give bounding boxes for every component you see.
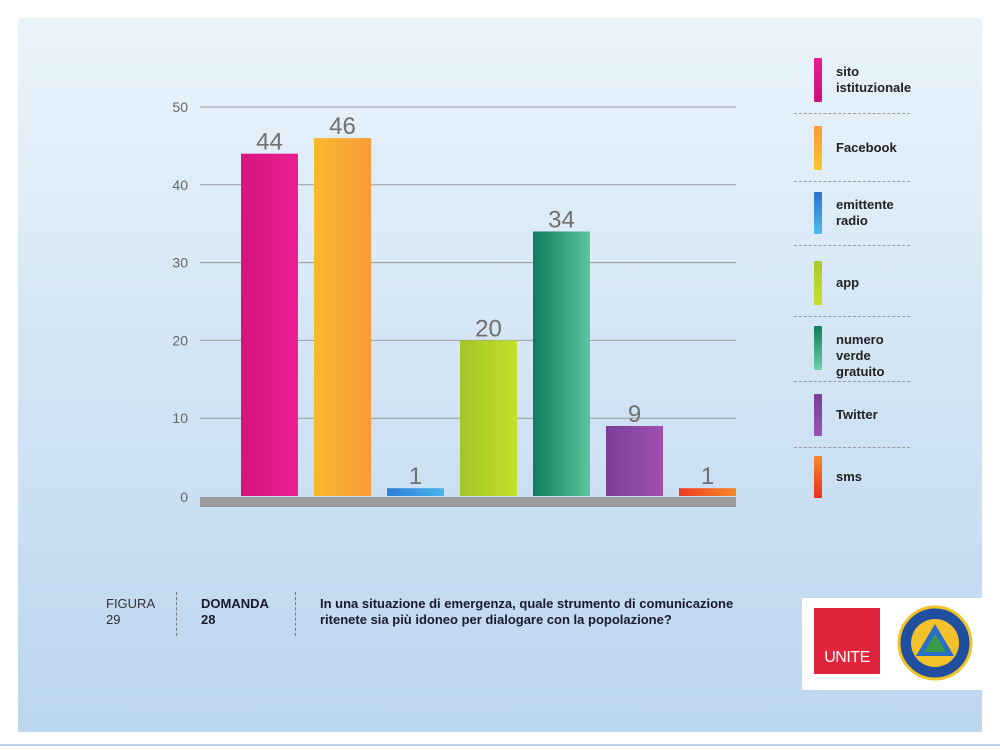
- bar-sito-istituzionale: [241, 153, 298, 496]
- legend-divider: [794, 181, 910, 182]
- bottom-rule: [0, 744, 1000, 746]
- bar-numero-verde-gratuito: [533, 231, 590, 497]
- legend-divider: [794, 316, 910, 317]
- legend-swatch: [814, 456, 822, 498]
- data-label: 44: [256, 129, 283, 156]
- y-tick-label: 50: [172, 99, 188, 115]
- unite-logo-text: UNITE: [824, 649, 870, 666]
- logo-box: UNITE: [802, 598, 982, 690]
- y-tick-label: 0: [180, 489, 188, 505]
- x-axis-base: [200, 497, 736, 507]
- bar-twitter: [606, 425, 663, 496]
- legend-divider: [794, 245, 910, 246]
- legend-swatch: [814, 261, 822, 305]
- data-label: 1: [409, 463, 422, 490]
- legend-divider: [794, 447, 910, 448]
- legend-swatch: [814, 126, 822, 170]
- legend-label: Facebook: [836, 140, 897, 155]
- legend-swatch: [814, 192, 822, 234]
- y-tick-label: 10: [172, 410, 188, 426]
- legend-swatch: [814, 326, 822, 370]
- bar-sms: [679, 488, 736, 496]
- data-label: 20: [475, 315, 502, 342]
- legend-label: sito istituzionale: [836, 64, 912, 95]
- y-tick-label: 40: [172, 177, 188, 193]
- y-tick-label: 30: [172, 255, 188, 271]
- question-number: DOMANDA 28: [201, 596, 269, 627]
- caption-divider: [295, 592, 296, 636]
- legend-divider: [794, 113, 910, 114]
- data-labels: 44 46 1 20 34 9 1: [256, 113, 714, 490]
- question-text: In una situazione di emergenza, quale st…: [320, 596, 734, 627]
- data-label: 9: [628, 401, 641, 428]
- bar-facebook: [314, 138, 371, 496]
- legend-swatch: [814, 58, 822, 102]
- y-tick-label: 20: [172, 332, 188, 348]
- protezione-civile-logo: [897, 605, 973, 681]
- legend-label: app: [836, 275, 860, 290]
- data-label: 1: [701, 463, 714, 490]
- caption-divider: [176, 592, 177, 636]
- legend-divider: [794, 381, 910, 382]
- bar-app: [460, 340, 517, 496]
- y-axis-ticks: 0 10 20 30 40 50: [172, 99, 188, 505]
- bar-emittente-radio: [387, 488, 444, 496]
- figure-caption: FIGURA 29 DOMANDA 28 In una situazione d…: [0, 592, 780, 640]
- legend-swatch: [814, 394, 822, 436]
- unite-logo: UNITE: [814, 608, 880, 674]
- legend-label: sms: [836, 469, 863, 484]
- legend-label: numero verde gratuito: [836, 332, 885, 379]
- bar-chart: 0 10 20 30 40 50 44 46 1 20 34 9 1: [172, 99, 736, 507]
- figure-number: FIGURA 29: [106, 596, 156, 627]
- legend-label: emittente radio: [836, 197, 894, 228]
- bars: [241, 138, 736, 497]
- legend-label: Twitter: [836, 407, 878, 422]
- data-label: 34: [548, 206, 575, 233]
- data-label: 46: [329, 113, 356, 140]
